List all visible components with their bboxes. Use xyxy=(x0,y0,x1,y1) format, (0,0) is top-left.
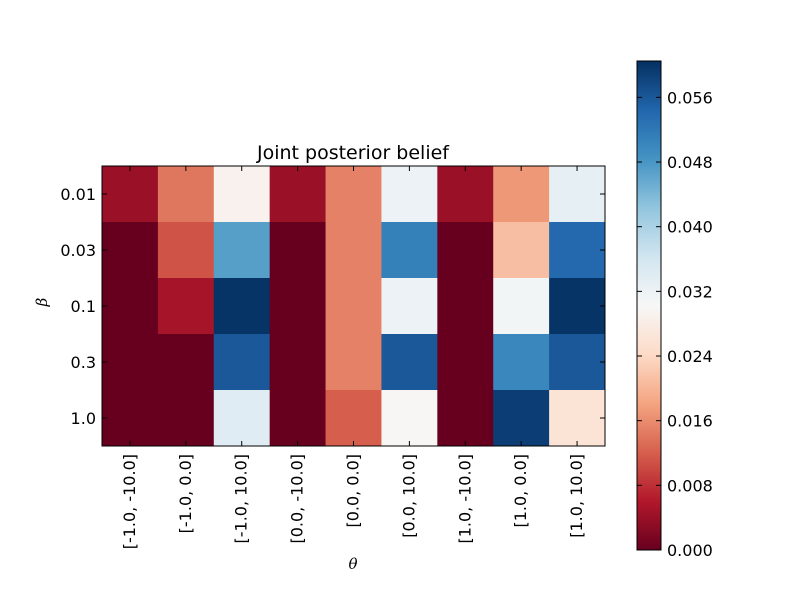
heatmap-cell xyxy=(437,166,494,223)
heatmap-cell xyxy=(213,390,271,447)
heatmap-cell xyxy=(381,390,438,447)
heatmap-cell xyxy=(437,278,494,335)
colorbar-tick-label: 0.016 xyxy=(667,412,713,431)
heatmap-cell xyxy=(549,166,606,223)
heatmap-cell xyxy=(269,166,326,223)
y-tick-label: 1.0 xyxy=(71,409,96,428)
heatmap-cell xyxy=(157,390,215,447)
heatmap-cell xyxy=(269,278,326,335)
heatmap-cell xyxy=(325,390,382,447)
heatmap-cell xyxy=(102,222,159,279)
heatmap-cell xyxy=(102,166,159,223)
heatmap-cell xyxy=(325,334,382,391)
y-tick-label: 0.01 xyxy=(60,185,96,204)
heatmap-cell xyxy=(269,390,326,447)
x-tick-label: [0.0, 10.0] xyxy=(399,454,418,538)
heatmap-cell xyxy=(213,222,271,279)
heatmap-cell xyxy=(549,278,606,335)
x-tick-label: [-1.0, -10.0] xyxy=(120,454,139,549)
heatmap-cell xyxy=(493,166,550,223)
y-axis-label: β xyxy=(33,297,51,307)
colorbar-tick-label: 0.048 xyxy=(667,153,713,172)
heatmap-cell xyxy=(549,334,606,391)
colorbar-ticks: 0.000 0.008 0.016 0.024 0.032 0.040 0.048 0.056 xyxy=(637,88,713,560)
heatmap-cell xyxy=(493,278,550,335)
heatmap-cell xyxy=(381,334,438,391)
x-axis-ticks: [-1.0, -10.0] [-1.0, 0.0] [-1.0, 10.0] [0.0… xyxy=(120,166,586,549)
x-tick-label: [1.0, 0.0] xyxy=(511,454,530,528)
x-tick-label: [0.0, 0.0] xyxy=(344,454,363,528)
heatmap-cell xyxy=(213,278,271,335)
heatmap-cell xyxy=(157,334,215,391)
heatmap-cell xyxy=(493,222,550,279)
y-tick-label: 0.03 xyxy=(60,241,96,260)
x-axis-label: θ xyxy=(348,555,357,573)
heatmap-cell xyxy=(381,222,438,279)
colorbar-tick-label: 0.000 xyxy=(667,541,713,560)
heatmap-cell xyxy=(213,166,271,223)
heatmap-cells xyxy=(102,166,606,447)
y-axis-ticks: 0.01 0.03 0.1 0.3 1.0 xyxy=(60,185,605,428)
heatmap-cell xyxy=(381,278,438,335)
heatmap-cell xyxy=(493,334,550,391)
heatmap-cell xyxy=(269,222,326,279)
heatmap-cell xyxy=(325,222,382,279)
colorbar-tick-label: 0.056 xyxy=(667,88,713,107)
colorbar-tick-label: 0.024 xyxy=(667,347,713,366)
y-tick-label: 0.1 xyxy=(71,297,96,316)
heatmap-cell xyxy=(437,334,494,391)
x-tick-label: [1.0, -10.0] xyxy=(455,454,474,544)
heatmap-cell xyxy=(157,222,215,279)
heatmap-cell xyxy=(549,390,606,447)
heatmap-cell xyxy=(437,222,494,279)
heatmap-cell xyxy=(549,222,606,279)
heatmap-cell xyxy=(269,334,326,391)
heatmap-cell xyxy=(381,166,438,223)
heatmap-cell xyxy=(213,334,271,391)
heatmap-cell xyxy=(102,390,159,447)
heatmap-cell xyxy=(493,390,550,447)
colorbar-tick-label: 0.032 xyxy=(667,282,713,301)
y-tick-label: 0.3 xyxy=(71,353,96,372)
heatmap-cell xyxy=(157,166,215,223)
chart-title: Joint posterior belief xyxy=(256,142,450,164)
heatmap-cell xyxy=(325,166,382,223)
colorbar xyxy=(637,61,661,550)
colorbar-tick-label: 0.008 xyxy=(667,476,713,495)
heatmap-cell xyxy=(157,278,215,335)
x-tick-label: [1.0, 10.0] xyxy=(567,454,586,538)
x-tick-label: [-1.0, 0.0] xyxy=(176,454,195,533)
heatmap-cell xyxy=(102,334,159,391)
colorbar-frame xyxy=(636,60,662,551)
heatmap-cell xyxy=(437,390,494,447)
x-tick-label: [0.0, -10.0] xyxy=(288,454,307,544)
heatmap-cell xyxy=(325,278,382,335)
x-tick-label: [-1.0, 10.0] xyxy=(232,454,251,544)
heatmap-cell xyxy=(102,278,159,335)
colorbar-tick-label: 0.040 xyxy=(667,218,713,237)
